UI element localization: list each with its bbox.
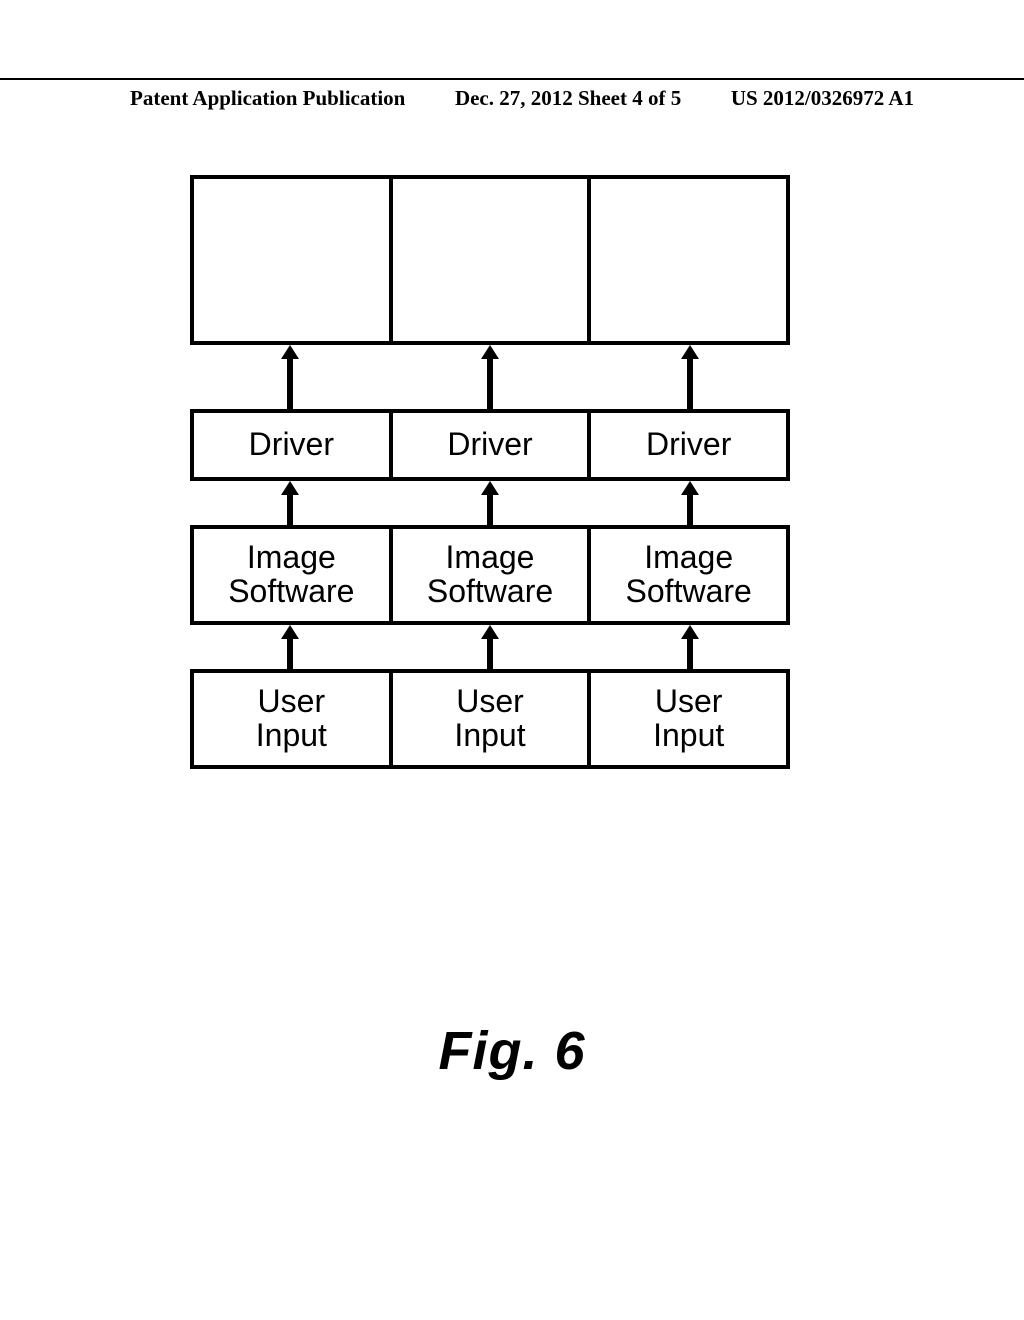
user-label-1: UserInput <box>256 685 327 752</box>
up-arrow-icon <box>280 481 300 525</box>
flow-diagram: Driver Driver Driver ImageSoftware Image… <box>190 175 790 769</box>
image-box-2: ImageSoftware <box>393 525 592 625</box>
row-image-software: ImageSoftware ImageSoftware ImageSoftwar… <box>190 525 790 625</box>
header-row: Patent Application Publication Dec. 27, … <box>0 80 1024 111</box>
user-label-2: UserInput <box>454 685 525 752</box>
driver-label-1: Driver <box>249 428 334 462</box>
arrows-user-to-image <box>190 625 790 669</box>
image-box-3: ImageSoftware <box>591 525 790 625</box>
up-arrow-icon <box>680 625 700 669</box>
arrows-driver-to-display <box>190 345 790 409</box>
up-arrow-icon <box>480 625 500 669</box>
arrows-image-to-driver <box>190 481 790 525</box>
header-center: Dec. 27, 2012 Sheet 4 of 5 <box>455 86 681 111</box>
driver-label-2: Driver <box>447 428 532 462</box>
driver-box-3: Driver <box>591 409 790 481</box>
display-box-1 <box>190 175 393 345</box>
up-arrow-icon <box>680 481 700 525</box>
user-label-3: UserInput <box>653 685 724 752</box>
arrow-cell <box>190 481 390 525</box>
image-box-1: ImageSoftware <box>190 525 393 625</box>
arrow-cell <box>390 345 590 409</box>
arrow-cell <box>190 345 390 409</box>
driver-label-3: Driver <box>646 428 731 462</box>
user-box-1: UserInput <box>190 669 393 769</box>
user-box-2: UserInput <box>393 669 592 769</box>
driver-box-1: Driver <box>190 409 393 481</box>
row-display <box>190 175 790 345</box>
arrow-cell <box>590 481 790 525</box>
arrow-cell <box>390 481 590 525</box>
up-arrow-icon <box>680 345 700 409</box>
header-left: Patent Application Publication <box>130 86 405 111</box>
up-arrow-icon <box>480 481 500 525</box>
row-user-input: UserInput UserInput UserInput <box>190 669 790 769</box>
page-header: Patent Application Publication Dec. 27, … <box>0 78 1024 111</box>
arrow-cell <box>390 625 590 669</box>
header-right: US 2012/0326972 A1 <box>731 86 914 111</box>
display-box-2 <box>393 175 592 345</box>
up-arrow-icon <box>280 345 300 409</box>
arrow-cell <box>190 625 390 669</box>
up-arrow-icon <box>280 625 300 669</box>
up-arrow-icon <box>480 345 500 409</box>
arrow-cell <box>590 625 790 669</box>
page: Patent Application Publication Dec. 27, … <box>0 0 1024 1320</box>
arrow-cell <box>590 345 790 409</box>
driver-box-2: Driver <box>393 409 592 481</box>
figure-label: Fig. 6 <box>0 1020 1024 1082</box>
display-box-3 <box>591 175 790 345</box>
user-box-3: UserInput <box>591 669 790 769</box>
image-label-3: ImageSoftware <box>626 541 752 608</box>
image-label-2: ImageSoftware <box>427 541 553 608</box>
row-driver: Driver Driver Driver <box>190 409 790 481</box>
image-label-1: ImageSoftware <box>228 541 354 608</box>
